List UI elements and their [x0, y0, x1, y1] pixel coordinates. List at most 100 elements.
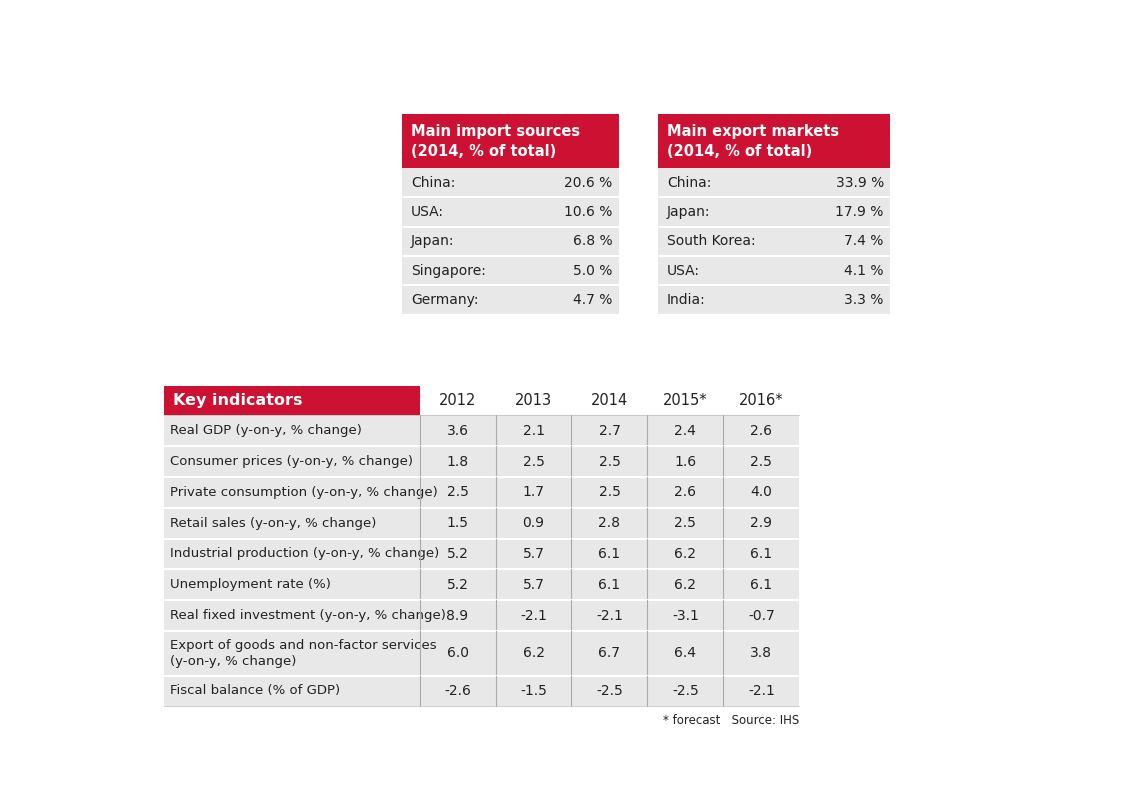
Text: Industrial production (y-on-y, % change): Industrial production (y-on-y, % change) [171, 547, 439, 560]
Text: 2013: 2013 [515, 393, 553, 408]
Bar [164, 676, 799, 706]
Text: 2.4: 2.4 [674, 423, 696, 438]
Text: 6.1: 6.1 [598, 547, 621, 561]
Text: Retail sales (y-on-y, % change): Retail sales (y-on-y, % change) [171, 517, 376, 530]
Text: Export of goods and non-factor services
(y-on-y, % change): Export of goods and non-factor services … [171, 638, 437, 668]
Text: 6.2: 6.2 [523, 646, 545, 660]
Bar [657, 197, 890, 227]
Text: Real fixed investment (y-on-y, % change): Real fixed investment (y-on-y, % change) [171, 609, 446, 622]
Text: South Korea:: South Korea: [666, 234, 755, 248]
Bar [164, 569, 799, 600]
Text: 6.4: 6.4 [674, 646, 696, 660]
Text: 6.2: 6.2 [674, 547, 696, 561]
Text: 6.0: 6.0 [447, 646, 468, 660]
Text: 6.1: 6.1 [750, 547, 772, 561]
Text: 1.5: 1.5 [447, 516, 468, 530]
Text: 2.5: 2.5 [674, 516, 696, 530]
Bar [657, 227, 890, 256]
Bar [401, 285, 619, 315]
Text: China:: China: [666, 176, 711, 190]
Text: -1.5: -1.5 [520, 684, 547, 698]
Bar [657, 285, 890, 315]
Bar [164, 415, 799, 446]
Text: 5.2: 5.2 [447, 547, 468, 561]
Text: 2.5: 2.5 [598, 454, 621, 469]
Text: 2.7: 2.7 [598, 423, 621, 438]
Text: 2016*: 2016* [739, 393, 783, 408]
Text: 2.5: 2.5 [750, 454, 772, 469]
Bar [401, 168, 619, 197]
Text: Key indicators: Key indicators [173, 393, 302, 408]
Text: 5.2: 5.2 [447, 577, 468, 592]
Text: 4.1 %: 4.1 % [845, 264, 883, 277]
Text: Private consumption (y-on-y, % change): Private consumption (y-on-y, % change) [171, 486, 438, 499]
Text: Real GDP (y-on-y, % change): Real GDP (y-on-y, % change) [171, 424, 362, 437]
Bar [164, 508, 799, 539]
Text: 0.9: 0.9 [523, 516, 545, 530]
Text: USA:: USA: [412, 205, 445, 219]
Bar [657, 114, 890, 168]
Text: 2.1: 2.1 [523, 423, 545, 438]
Text: -3.1: -3.1 [672, 608, 699, 623]
Text: 6.1: 6.1 [750, 577, 772, 592]
Text: 3.8: 3.8 [750, 646, 772, 660]
Text: 2.6: 2.6 [674, 485, 696, 500]
Bar [164, 631, 799, 676]
Text: -2.1: -2.1 [748, 684, 774, 698]
Text: 6.2: 6.2 [674, 577, 696, 592]
Text: 2.8: 2.8 [598, 516, 621, 530]
Bar [401, 256, 619, 285]
Bar [401, 197, 619, 227]
Text: 3.6: 3.6 [447, 423, 468, 438]
Text: Singapore:: Singapore: [412, 264, 485, 277]
Text: USA:: USA: [666, 264, 699, 277]
Text: China:: China: [412, 176, 456, 190]
Bar [657, 168, 890, 197]
Text: 8.9: 8.9 [447, 608, 468, 623]
Text: Main export markets
(2014, % of total): Main export markets (2014, % of total) [666, 124, 839, 159]
Text: 4.0: 4.0 [750, 485, 772, 500]
Text: -2.6: -2.6 [445, 684, 471, 698]
Text: 2015*: 2015* [663, 393, 707, 408]
Text: -2.1: -2.1 [520, 608, 547, 623]
Text: 2.6: 2.6 [750, 423, 772, 438]
Text: Japan:: Japan: [412, 234, 455, 248]
Text: 1.8: 1.8 [447, 454, 468, 469]
Bar [401, 227, 619, 256]
Text: 6.8 %: 6.8 % [573, 234, 613, 248]
Text: 2014: 2014 [591, 393, 628, 408]
Text: 7.4 %: 7.4 % [845, 234, 883, 248]
Text: 1.7: 1.7 [523, 485, 545, 500]
Text: -2.5: -2.5 [596, 684, 623, 698]
Text: 20.6 %: 20.6 % [564, 176, 613, 190]
Text: 5.7: 5.7 [523, 547, 545, 561]
Text: 17.9 %: 17.9 % [836, 205, 883, 219]
Text: 2012: 2012 [439, 393, 476, 408]
Text: -0.7: -0.7 [748, 608, 774, 623]
Bar [657, 256, 890, 285]
Bar [164, 600, 799, 631]
Text: 5.7: 5.7 [523, 577, 545, 592]
Text: * forecast   Source: IHS: * forecast Source: IHS [663, 714, 799, 727]
Text: 2.5: 2.5 [523, 454, 545, 469]
Text: India:: India: [666, 293, 706, 307]
Text: Unemployment rate (%): Unemployment rate (%) [171, 578, 331, 591]
Text: -2.5: -2.5 [672, 684, 699, 698]
Text: -2.1: -2.1 [596, 608, 623, 623]
Text: 1.6: 1.6 [674, 454, 697, 469]
Text: 2.9: 2.9 [750, 516, 772, 530]
Text: Germany:: Germany: [412, 293, 479, 307]
Text: 6.7: 6.7 [598, 646, 621, 660]
Text: 2.5: 2.5 [598, 485, 621, 500]
Text: 33.9 %: 33.9 % [836, 176, 883, 190]
Text: Fiscal balance (% of GDP): Fiscal balance (% of GDP) [171, 684, 340, 697]
Bar [164, 386, 420, 415]
Text: Japan:: Japan: [666, 205, 711, 219]
Text: 5.0 %: 5.0 % [573, 264, 613, 277]
Text: 4.7 %: 4.7 % [573, 293, 613, 307]
Text: 6.1: 6.1 [598, 577, 621, 592]
Text: 2.5: 2.5 [447, 485, 468, 500]
Bar [401, 114, 619, 168]
Bar [164, 539, 799, 569]
Text: Consumer prices (y-on-y, % change): Consumer prices (y-on-y, % change) [171, 455, 413, 468]
